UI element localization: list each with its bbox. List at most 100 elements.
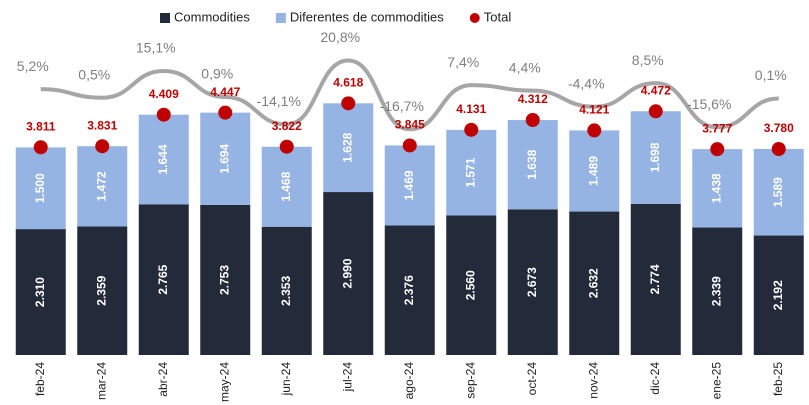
- total-marker: [525, 112, 540, 127]
- bar-segment: [507, 209, 558, 355]
- total-marker: [279, 139, 294, 154]
- bar-segment: [446, 129, 497, 216]
- growth-label: 8,5%: [632, 52, 664, 68]
- total-label: 3.831: [87, 118, 117, 132]
- growth-label: -4,4%: [568, 75, 605, 91]
- bar-value-label: 2.632: [586, 268, 600, 298]
- bar-value-label: 2.353: [279, 276, 293, 306]
- bar-value-label: 1.438: [709, 173, 723, 203]
- total-label: 4.409: [149, 87, 179, 101]
- total-label: 4.618: [333, 75, 363, 89]
- bar-value-label: 2.192: [771, 280, 785, 310]
- bar-value-label: 2.990: [340, 258, 354, 288]
- growth-label: -14,1%: [257, 93, 301, 109]
- growth-label: 0,5%: [78, 66, 110, 82]
- bar-value-label: 1.694: [217, 143, 231, 173]
- growth-label: 20,8%: [320, 29, 360, 45]
- bar-segment: [261, 146, 312, 227]
- growth-label: -16,7%: [380, 98, 424, 114]
- total-marker: [648, 104, 663, 119]
- bar-segment: [692, 227, 743, 355]
- total-marker: [341, 96, 356, 111]
- bar-segment: [261, 226, 312, 355]
- bar-value-label: 1.489: [586, 156, 600, 186]
- growth-label: 0,9%: [201, 66, 233, 82]
- bar-value-label: 2.774: [648, 264, 662, 294]
- total-marker: [771, 141, 786, 156]
- bar-value-label: 1.698: [648, 142, 662, 172]
- bar-value-label: 2.376: [402, 275, 416, 305]
- total-label: 4.121: [579, 103, 609, 117]
- bar-value-label: 2.339: [709, 276, 723, 306]
- growth-label: 4,4%: [509, 59, 541, 75]
- total-marker: [587, 123, 602, 138]
- bar-segment: [753, 148, 804, 236]
- total-marker: [33, 140, 48, 155]
- bar-segment: [200, 112, 251, 205]
- bar-segment: [384, 225, 435, 355]
- bar-segment: [77, 146, 128, 227]
- x-tick-label: jun-24: [279, 362, 293, 397]
- bar-segment: [446, 215, 497, 355]
- growth-label: 5,2%: [17, 58, 49, 74]
- bar-value-label: 1.589: [771, 177, 785, 207]
- bar-value-label: 2.753: [217, 265, 231, 295]
- bar-segment: [692, 149, 743, 228]
- bar-value-label: 1.500: [33, 173, 47, 203]
- x-tick-label: ago-24: [402, 362, 416, 400]
- bar-value-label: 2.310: [33, 277, 47, 307]
- total-marker: [464, 122, 479, 137]
- bar-value-label: 1.469: [402, 170, 416, 200]
- total-label: 3.811: [26, 119, 56, 133]
- total-label: 4.472: [641, 83, 671, 97]
- x-tick-label: mar-24: [94, 362, 108, 400]
- total-label: 4.447: [210, 85, 240, 99]
- total-label: 3.822: [272, 119, 302, 133]
- total-marker: [402, 138, 417, 153]
- growth-label: 0,1%: [755, 67, 787, 83]
- total-marker: [156, 107, 171, 122]
- legend-swatch: [275, 13, 286, 23]
- growth-label: 7,4%: [447, 54, 479, 70]
- legend-label: Commodities: [174, 9, 250, 24]
- x-tick-label: feb-25: [771, 362, 785, 396]
- bar-segment: [15, 229, 66, 355]
- total-marker: [95, 139, 110, 154]
- bar-value-label: 1.468: [279, 171, 293, 201]
- total-label: 3.845: [395, 118, 425, 132]
- total-label: 3.777: [702, 121, 732, 135]
- growth-line: [40, 58, 779, 132]
- bar-segment: [138, 204, 189, 355]
- bar-segment: [630, 203, 681, 355]
- bar-segment: [507, 120, 558, 210]
- x-tick-label: dic-24: [648, 362, 662, 395]
- bar-value-label: 2.560: [463, 270, 477, 300]
- x-tick-label: jul-24: [340, 362, 354, 393]
- legend-swatch: [160, 13, 170, 23]
- bar-value-label: 1.571: [463, 157, 477, 187]
- bar-segment: [630, 111, 681, 204]
- bar-value-label: 1.638: [525, 149, 539, 179]
- x-tick-label: nov-24: [586, 362, 600, 399]
- x-tick-label: oct-24: [525, 362, 539, 396]
- x-tick-label: sep-24: [463, 362, 477, 399]
- bar-segment: [200, 204, 251, 355]
- x-tick-label: ene-25: [709, 362, 723, 400]
- bar-segment: [77, 226, 128, 355]
- bar-segment: [323, 192, 374, 355]
- x-tick-label: abr-24: [156, 362, 170, 397]
- bar-segment: [15, 147, 66, 230]
- x-tick-label: may-24: [217, 362, 231, 402]
- legend-swatch: [469, 13, 480, 23]
- legend-label: Total: [484, 9, 512, 24]
- bar-value-label: 1.472: [94, 171, 108, 201]
- bar-segment: [384, 145, 435, 226]
- total-label: 4.131: [456, 102, 486, 116]
- bar-segment: [569, 211, 620, 355]
- bar-value-label: 2.359: [94, 275, 108, 305]
- total-marker: [710, 142, 725, 157]
- bar-value-label: 2.765: [156, 264, 170, 294]
- growth-label: 15,1%: [136, 40, 176, 56]
- total-label: 3.780: [764, 121, 794, 135]
